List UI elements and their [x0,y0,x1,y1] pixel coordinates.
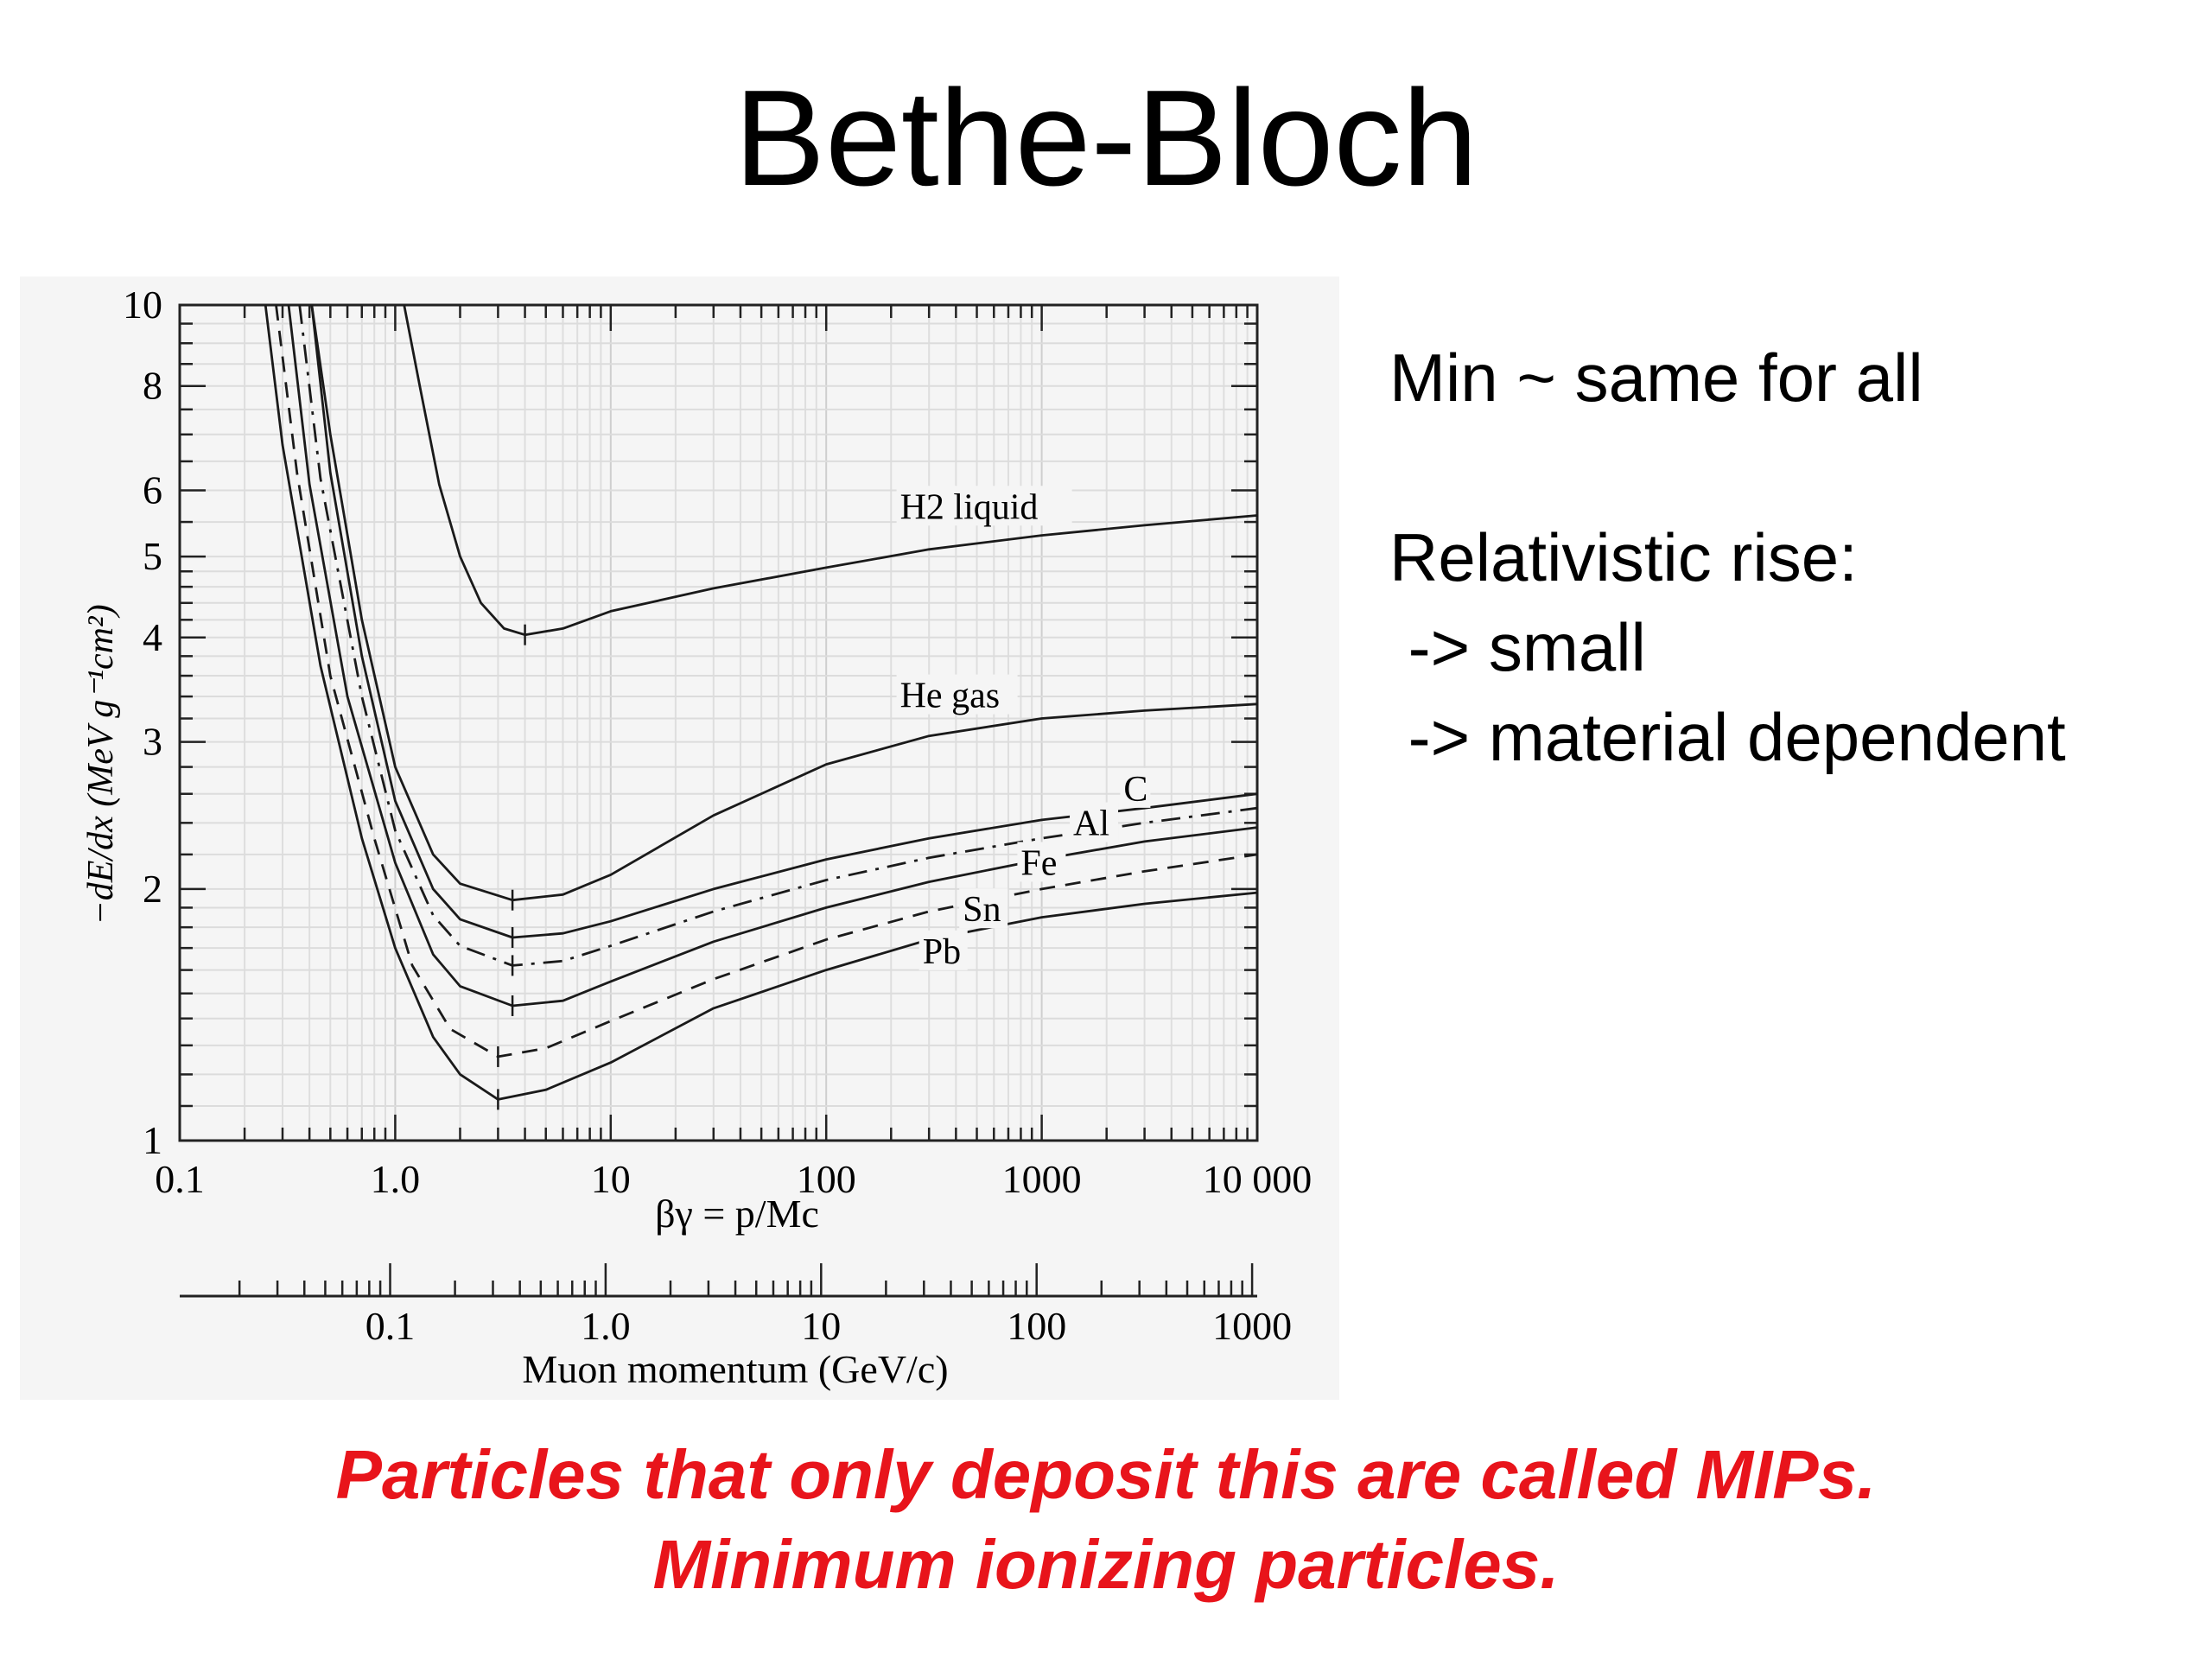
plot-frame [178,303,1259,1142]
mip-caption: Particles that only deposit this are cal… [0,1430,2212,1610]
curves [264,304,1258,1110]
series-label: Pb [923,932,961,972]
y-tick-label: 5 [143,534,162,578]
series-label-bg [959,888,1008,929]
series-label: He gas [900,677,1000,716]
note-line: -> small [1389,609,1646,685]
x-tick-label: 0.1 [155,1157,205,1201]
caption-line: Particles that only deposit this are cal… [335,1436,1877,1513]
note-line: -> material dependent [1389,699,2066,775]
series-label-bg [896,674,1018,715]
y-tick-label: 3 [143,720,162,764]
y-tick-label: 2 [143,867,162,911]
x-tick-label: 1000 [1002,1157,1082,1201]
muon-tick-label: 1.0 [581,1304,631,1348]
series-label-bg [1017,842,1066,882]
muon-tick-label: 1000 [1212,1304,1292,1348]
caption-line: Minimum ionizing particles. [652,1526,1560,1603]
y-tick-label: 10 [123,283,162,327]
series-curve-pb [264,304,1258,1101]
bethe-bloch-chart: 0.1 1.0 10 100 1000 10 000 1 2 3 4 5 6 8 10 H2 liquid… [81,283,1312,1391]
series-label-bg [896,486,1072,526]
y-tick-label: 6 [143,468,162,512]
grid [179,305,1257,1141]
x-tick-label: 100 [797,1157,856,1201]
series-label: C [1123,770,1147,810]
series-curve-sn [275,304,1258,1058]
x-tick-label: 10 [591,1157,631,1201]
series-label: Fe [1020,843,1057,883]
y-tick-label: 8 [143,364,162,408]
x-axis-label: βγ = p/Mc [655,1192,819,1236]
muon-tick-label: 10 [801,1304,841,1348]
series-label: H2 liquid [900,487,1039,527]
series-label-bg [1070,802,1119,842]
series-curve-fe [287,304,1258,1007]
series-label-bg [1120,767,1151,808]
y-tick-label: 1 [143,1118,162,1162]
x-tick-label: 1.0 [371,1157,421,1201]
note-line: Relativistic rise: [1389,519,1858,595]
muon-tick-label: 100 [1007,1304,1066,1348]
notes-text: Min ~ same for all Relativistic rise: ->… [1389,333,2202,782]
note-line: Min ~ same for all [1389,340,1923,416]
figure-panel [20,276,1339,1400]
axes: 0.1 1.0 10 100 1000 10 000 1 2 3 4 5 6 8 10 [123,283,1312,1201]
note-line [1389,423,2202,512]
x-tick-label: 10 000 [1203,1157,1313,1201]
muon-momentum-axis: 0.1 1.0 10 100 1000 [180,1263,1292,1348]
series-label: Al [1073,804,1109,844]
muon-tick-label: 0.1 [365,1304,416,1348]
y-axis-label: −dE/dx (MeV g⁻¹cm²) [81,604,121,925]
muon-axis-label: Muon momentum (GeV/c) [522,1347,948,1391]
slide-title: Bethe-Bloch [734,62,1478,214]
y-tick-label: 4 [143,615,162,659]
series-label: Sn [963,890,1001,930]
series-curve-h2-liquid [403,304,1258,637]
series-curve-c [310,304,1258,939]
series-curve-al [298,304,1258,967]
series-curve-he-gas [310,304,1258,902]
series-label-bg [918,930,968,970]
